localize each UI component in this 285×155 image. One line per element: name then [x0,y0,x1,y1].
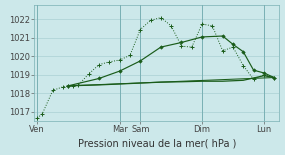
X-axis label: Pression niveau de la mer( hPa ): Pression niveau de la mer( hPa ) [78,138,236,148]
